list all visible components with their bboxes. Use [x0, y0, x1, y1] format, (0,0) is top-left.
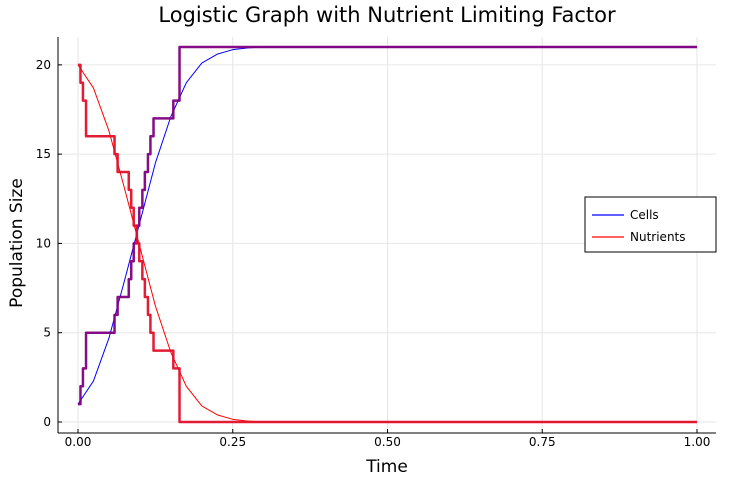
y-tick-label: 15 — [36, 147, 51, 161]
tick-labels: 0.00 0.25 0.50 0.75 1.00 0 5 10 15 20 — [36, 58, 711, 449]
x-axis-title: Time — [365, 457, 408, 477]
series-line-step-3 — [78, 63, 697, 424]
x-tick-label: 0.25 — [219, 435, 246, 449]
y-tick-label: 10 — [36, 236, 51, 250]
y-tick-label: 5 — [43, 326, 51, 340]
legend: Cells Nutrients — [584, 196, 717, 253]
chart-title: Logistic Graph with Nutrient Limiting Fa… — [158, 3, 616, 27]
y-axis-title: Population Size — [7, 178, 27, 308]
x-tick-label: 0.00 — [65, 435, 92, 449]
y-tick-label: 0 — [43, 415, 51, 429]
series-line-step-2 — [78, 45, 697, 406]
x-tick-label: 1.00 — [684, 435, 711, 449]
legend-label-cells: Cells — [630, 208, 659, 222]
series-layer — [77, 45, 697, 424]
axes-layer — [57, 37, 716, 434]
legend-label-nutrients: Nutrients — [630, 230, 686, 244]
y-tick-label: 20 — [36, 58, 51, 72]
legend-box — [584, 196, 717, 253]
x-tick-label: 0.50 — [374, 435, 401, 449]
x-tick-label: 0.75 — [529, 435, 556, 449]
